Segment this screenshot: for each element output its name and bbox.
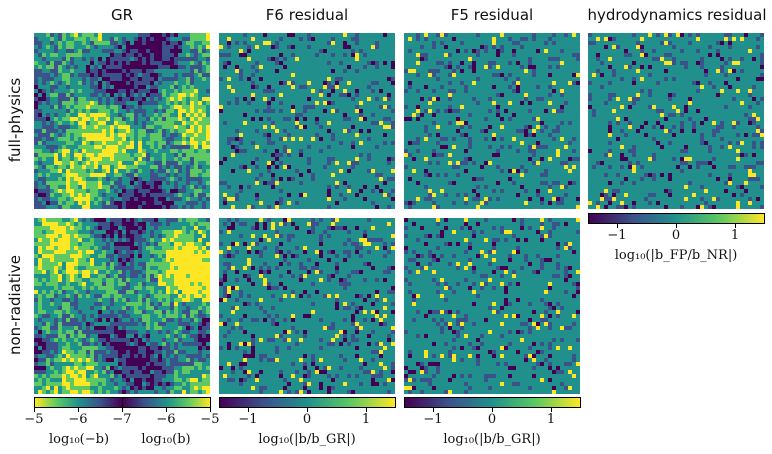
panel-gr-non-radiative [34, 218, 210, 394]
panel-gr-full-physics [34, 33, 210, 209]
colorbar-hydro [588, 213, 765, 224]
f5-tick-label: 1 [546, 412, 556, 427]
hydro-tick-label: 0 [671, 228, 681, 243]
colorbar-hydro-ticks: −1 0 1 [588, 213, 765, 243]
hydro-tick-label: −1 [607, 228, 627, 243]
column-title-f5-residual: F5 residual [450, 6, 534, 24]
colorbar-gr-positive [122, 397, 211, 408]
panel-hydro-full-physics [588, 33, 764, 209]
hydro-tick-label: 1 [730, 228, 740, 243]
colorbar-f5 [404, 397, 581, 408]
gr-tick-label: −6 [68, 412, 88, 427]
gr-tick-label: −7 [112, 412, 132, 427]
gr-tick-label: −6 [156, 412, 176, 427]
column-title-f6-residual: F6 residual [265, 6, 349, 24]
colorbar-f5-label: log₁₀(|b/b_GR|) [443, 432, 541, 447]
column-title-gr: GR [110, 6, 134, 24]
gr-tick-label: −5 [24, 412, 44, 427]
f6-tick-label: 1 [361, 412, 371, 427]
panel-f5-non-radiative [404, 218, 580, 394]
row-label-non-radiative: non-radiative [6, 255, 24, 355]
f6-tick-label: −1 [238, 412, 258, 427]
colorbar-gr-right-label: log₁₀(b) [141, 432, 191, 447]
colorbar-f5-ticks: −1 0 1 [404, 397, 581, 427]
colorbar-f6-label: log₁₀(|b/b_GR|) [258, 432, 356, 447]
row-label-full-physics: full-physics [6, 77, 24, 163]
f5-tick-label: 0 [487, 412, 497, 427]
colorbar-hydro-label: log₁₀(|b_FP/b_NR|) [614, 248, 738, 263]
panel-f6-full-physics [219, 33, 395, 209]
column-title-hydrodynamics-residual: hydrodynamics residual [587, 6, 767, 24]
panel-f5-full-physics [404, 33, 580, 209]
colorbar-gr-ticks: −5 −6 −7 −6 −5 [24, 397, 220, 427]
colorbar-gr-left-label: log₁₀(−b) [48, 432, 110, 447]
colorbar-f6 [219, 397, 396, 408]
f5-tick-label: −1 [423, 412, 443, 427]
panel-f6-non-radiative [219, 218, 395, 394]
gr-tick-label: −5 [200, 412, 220, 427]
colorbar-f6-ticks: −1 0 1 [219, 397, 396, 427]
f6-tick-label: 0 [302, 412, 312, 427]
